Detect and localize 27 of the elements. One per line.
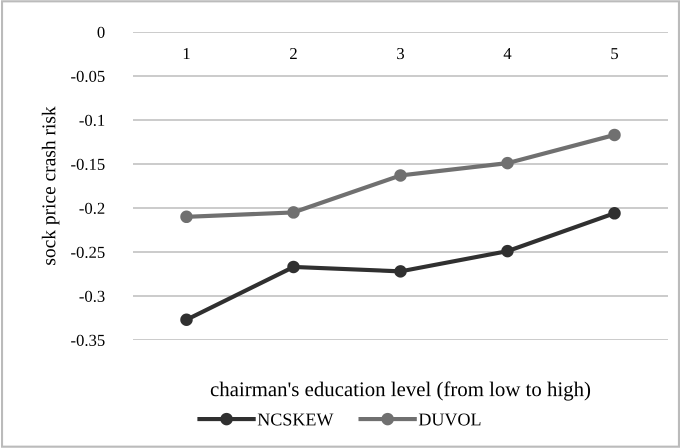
- y-tick-label: -0.1: [79, 114, 104, 126]
- point: [394, 169, 407, 182]
- legend-label: NCSKEW: [258, 413, 334, 426]
- y-axis-title: sock price crash risk: [42, 106, 60, 265]
- point: [287, 260, 300, 274]
- y-tick-label: -0.05: [71, 70, 105, 82]
- point: [501, 156, 514, 170]
- x-tick-label: 2: [290, 48, 297, 60]
- y-tick-label: 0: [98, 26, 105, 38]
- y-tick-label: -0.25: [71, 246, 105, 258]
- y-tick-label: -0.3: [79, 290, 105, 302]
- y-tick-label: -0.15: [71, 158, 105, 170]
- point: [180, 314, 193, 326]
- x-tick-label: 3: [397, 48, 404, 60]
- legend-label: DUVOL: [418, 413, 480, 426]
- point: [608, 207, 621, 220]
- point: [180, 210, 193, 224]
- point: [608, 128, 621, 142]
- x-axis-title: chairman's education level (from low to high): [210, 381, 590, 401]
- y-tick-label: -0.2: [79, 202, 104, 214]
- y-tick-label: -0.35: [71, 334, 105, 346]
- point: [394, 265, 407, 278]
- point: [501, 244, 514, 258]
- point: [287, 206, 300, 219]
- x-tick-label: 4: [504, 48, 512, 60]
- x-tick-label: 1: [184, 48, 190, 60]
- x-tick-label: 5: [611, 48, 618, 60]
